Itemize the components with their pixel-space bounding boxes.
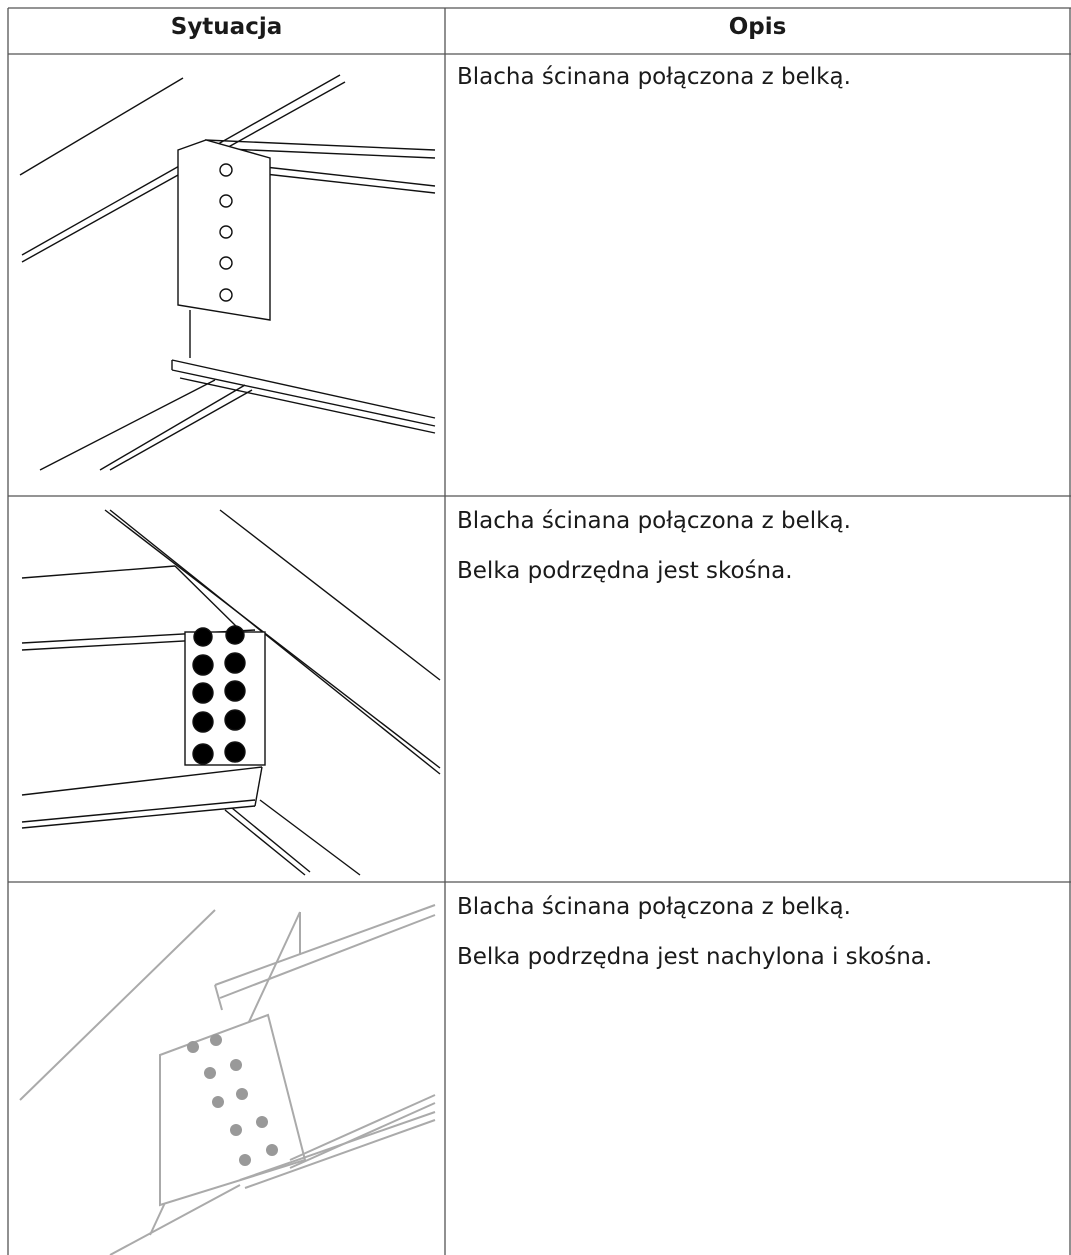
- description-line: Blacha ścinana połączona z belką.: [457, 894, 851, 920]
- description-line: Blacha ścinana połączona z belką.: [457, 64, 851, 90]
- description-line: Blacha ścinana połączona z belką.: [457, 508, 851, 534]
- description-line: Belka podrzędna jest nachylona i skośna.: [457, 944, 933, 970]
- header-cell: Opis: [728, 14, 787, 40]
- description-line: Belka podrzędna jest skośna.: [457, 558, 793, 584]
- header-cell: Sytuacja: [170, 14, 283, 40]
- table-borders: [7, 7, 1071, 1255]
- drawing-3: [19, 904, 436, 1255]
- drawing-2: [21, 509, 441, 876]
- drawing-1: [19, 74, 436, 471]
